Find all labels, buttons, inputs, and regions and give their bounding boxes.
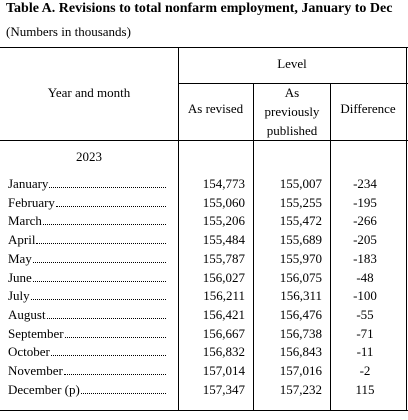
rule <box>0 140 408 141</box>
rule <box>0 47 408 48</box>
cell: -11 <box>356 344 374 360</box>
cell: 157,347 <box>202 381 245 397</box>
row-label-cell: November <box>8 363 168 379</box>
cell: 156,667 <box>202 325 245 341</box>
leader <box>64 336 166 338</box>
cell: -205 <box>353 232 377 248</box>
cell: -55 <box>356 306 374 322</box>
row-label-cell: August <box>8 307 168 323</box>
leader <box>50 355 166 357</box>
cell: 155,970 <box>279 250 322 266</box>
cell: 157,014 <box>202 363 245 378</box>
rule <box>253 83 254 410</box>
column-header: Difference <box>340 101 396 116</box>
cell: 155,007 <box>279 176 322 191</box>
row-label: August <box>8 306 46 322</box>
row-label: March <box>8 213 42 229</box>
row-label: July <box>8 288 30 304</box>
cell: -266 <box>353 213 377 229</box>
leader <box>55 205 166 207</box>
cell: 156,311 <box>280 288 322 304</box>
row-label-cell: September <box>8 326 168 342</box>
cell: 157,232 <box>279 381 322 397</box>
leader <box>30 299 166 301</box>
cell: 156,738 <box>279 325 322 341</box>
row-label-cell: February <box>8 195 168 211</box>
leader <box>42 224 166 226</box>
subtitle: (Numbers in thousands) <box>6 24 131 39</box>
leader <box>63 374 166 375</box>
cell: -71 <box>356 325 374 341</box>
leader <box>49 187 166 188</box>
cell: 155,787 <box>202 250 245 266</box>
leader <box>32 280 166 282</box>
cell: 157,016 <box>279 363 322 378</box>
group-header: Level <box>277 56 307 71</box>
column-header: As previously published <box>264 85 320 138</box>
cell: 156,832 <box>202 344 245 360</box>
cell: 155,255 <box>279 194 322 210</box>
year: 2023 <box>76 149 102 164</box>
cell: 156,421 <box>202 306 245 322</box>
column-header: As revised <box>187 101 244 116</box>
cell: 115 <box>355 381 375 397</box>
rule <box>406 47 407 410</box>
row-label-cell: April <box>8 232 168 248</box>
row-label: September <box>8 325 64 341</box>
cell: 155,060 <box>202 194 245 210</box>
row-label: February <box>8 194 55 210</box>
row-label: November <box>8 363 63 378</box>
cell: -2 <box>359 363 371 378</box>
cell: 155,689 <box>279 232 322 248</box>
cell: 156,027 <box>202 269 245 285</box>
cell: 156,476 <box>279 306 322 322</box>
cell: 155,484 <box>202 232 245 248</box>
leader <box>46 317 166 319</box>
row-label: April <box>8 232 36 248</box>
row-label: May <box>8 250 32 266</box>
cell: 155,206 <box>202 213 245 229</box>
rule <box>0 410 408 411</box>
cell: 156,211 <box>203 288 245 304</box>
cell: 156,075 <box>279 269 322 285</box>
row-label-cell: July <box>8 288 168 304</box>
row-label: June <box>8 269 32 285</box>
row-header: Year and month <box>47 85 131 100</box>
row-label-cell: June <box>8 270 168 286</box>
cell: -183 <box>353 250 377 266</box>
cell: -195 <box>353 194 377 210</box>
rule <box>178 47 179 410</box>
row-label-cell: December (p) <box>8 382 168 398</box>
row-label: October <box>8 344 50 360</box>
leader <box>36 243 166 245</box>
row-label-cell: October <box>8 344 168 360</box>
rule <box>330 83 331 410</box>
cell: -100 <box>353 288 377 304</box>
row-label-cell: May <box>8 251 168 267</box>
cell: 156,843 <box>279 344 322 360</box>
cell: -234 <box>353 176 377 191</box>
title: Table A. Revisions to total nonfarm empl… <box>6 1 393 16</box>
row-label: January <box>8 176 49 191</box>
cell: 154,773 <box>202 176 245 191</box>
cell: -48 <box>356 269 374 285</box>
row-label-cell: January <box>8 176 168 192</box>
row-label: December (p) <box>8 381 80 397</box>
cell: 155,472 <box>279 213 322 229</box>
row-label-cell: March <box>8 213 168 229</box>
leader <box>32 261 166 263</box>
rule <box>178 83 408 84</box>
leader <box>80 392 166 394</box>
